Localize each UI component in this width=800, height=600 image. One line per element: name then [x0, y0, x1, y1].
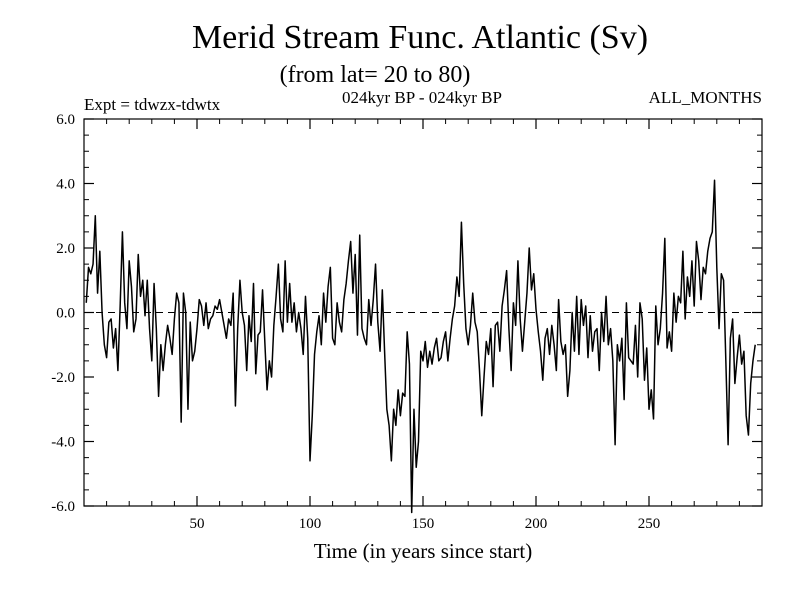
y-tick-label: 2.0 — [56, 241, 75, 257]
chart-title: Merid Stream Func. Atlantic (Sv) — [192, 19, 648, 56]
x-axis-ticks: 50 100 150 200 250 — [190, 119, 661, 532]
plot-frame — [83, 118, 763, 507]
months-label: ALL_MONTHS — [649, 88, 762, 107]
x-tick-label: 100 — [299, 516, 322, 532]
x-tick-label: 50 — [190, 516, 205, 532]
x-tick-label: 250 — [638, 516, 661, 532]
minor-tick-marks — [84, 119, 762, 506]
y-tick-label: -4.0 — [51, 435, 75, 451]
y-tick-label: 6.0 — [56, 112, 75, 128]
y-tick-label: 0.0 — [56, 306, 75, 322]
chart-subtitle: (from lat= 20 to 80) — [280, 62, 471, 88]
y-axis-ticks: -6.0 -4.0 -2.0 0.0 2.0 4.0 6.0 — [51, 112, 762, 515]
x-tick-label: 150 — [412, 516, 435, 532]
period-label: 024kyr BP - 024kyr BP — [342, 88, 502, 107]
x-axis-label: Time (in years since start) — [314, 539, 533, 563]
y-tick-label: -6.0 — [51, 499, 75, 515]
y-tick-label: 4.0 — [56, 177, 75, 193]
experiment-label: Expt = tdwzx-tdwtx — [84, 95, 221, 114]
x-tick-label: 200 — [525, 516, 548, 532]
y-tick-label: -2.0 — [51, 370, 75, 386]
series-polyline — [85, 179, 756, 514]
data-series-line — [85, 179, 756, 514]
